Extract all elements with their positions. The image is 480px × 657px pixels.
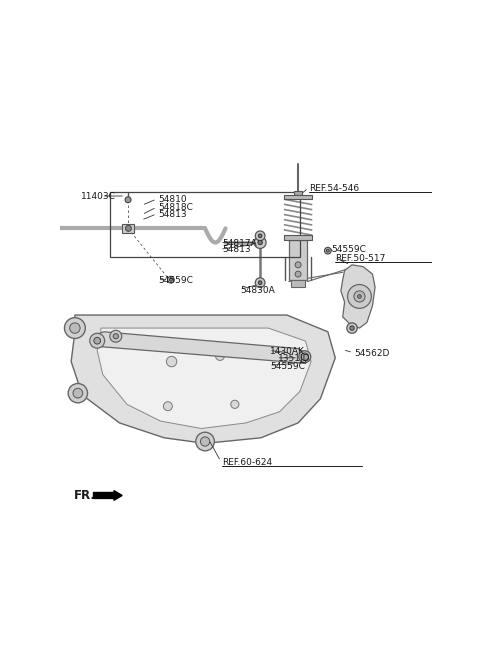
Circle shape [254,237,266,248]
Text: 54830A: 54830A [240,286,275,296]
Circle shape [163,401,172,411]
Circle shape [70,323,80,333]
Circle shape [350,326,354,330]
Text: 54559C: 54559C [270,361,305,371]
Circle shape [358,294,361,298]
Text: 54813: 54813 [158,210,187,219]
Circle shape [258,281,262,284]
Bar [284,235,312,240]
Circle shape [258,240,263,245]
Circle shape [169,278,172,281]
Bar [110,193,300,258]
Bar [122,224,134,233]
Bar [289,240,307,280]
Polygon shape [341,265,375,328]
Circle shape [324,247,331,254]
Circle shape [258,234,262,238]
Text: 54562D: 54562D [354,349,389,358]
Text: 11403C: 11403C [81,191,115,200]
Circle shape [348,284,372,308]
Bar [291,280,305,287]
Text: 54813: 54813 [222,246,251,254]
Text: REF.50-517: REF.50-517 [335,254,385,263]
Circle shape [68,384,87,403]
Circle shape [255,231,265,240]
Text: 54810: 54810 [158,195,187,204]
Circle shape [196,432,215,451]
Text: FR.: FR. [74,489,96,502]
Circle shape [94,337,100,344]
Circle shape [295,271,301,277]
Circle shape [302,354,307,359]
Polygon shape [71,315,335,443]
Circle shape [354,291,365,302]
Circle shape [201,437,210,446]
Circle shape [347,323,357,333]
Circle shape [125,196,131,203]
Circle shape [113,334,119,339]
Circle shape [90,333,105,348]
Text: 1351JD: 1351JD [277,354,310,363]
Text: 54818C: 54818C [158,204,193,212]
Text: 54559C: 54559C [158,276,193,285]
Circle shape [231,400,239,409]
Circle shape [216,351,225,361]
Bar [294,191,302,195]
Bar [284,195,312,199]
Circle shape [110,330,122,342]
Circle shape [168,277,174,283]
Text: 54817A: 54817A [222,238,257,248]
Circle shape [295,262,301,268]
Circle shape [301,353,309,361]
Polygon shape [92,332,309,363]
Circle shape [73,388,83,398]
Circle shape [299,351,311,363]
Text: 1430AK: 1430AK [270,347,305,355]
Circle shape [326,249,329,252]
Text: REF.60-624: REF.60-624 [222,458,272,467]
Text: 54559C: 54559C [332,246,366,254]
Text: REF.54-546: REF.54-546 [309,184,360,193]
Circle shape [125,225,132,231]
Circle shape [64,317,85,338]
Circle shape [255,278,265,288]
FancyArrow shape [94,491,122,500]
Polygon shape [97,328,311,428]
Circle shape [167,356,177,367]
